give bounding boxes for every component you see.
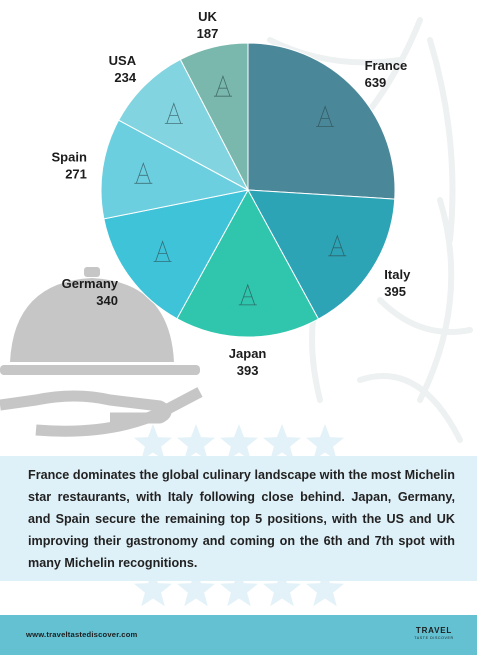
- star-icon: [306, 570, 344, 607]
- slice-label-usa: USA: [109, 53, 137, 68]
- slice-label-france: France: [365, 58, 408, 73]
- star-icon: [263, 424, 301, 461]
- leaning-tower-icon: [328, 234, 347, 257]
- sagrada-familia-icon: [134, 162, 153, 184]
- star-icon: [263, 570, 301, 607]
- star-icon: [220, 424, 258, 461]
- eiffel-tower-icon: [316, 105, 335, 127]
- pie-chart: France 639 Italy 395 Japan 393 Germany 340 Spain…: [51, 9, 411, 378]
- slice-value-italy: 395: [384, 284, 406, 299]
- pie-slice-france: [247, 42, 396, 200]
- pie-slice-japan: [176, 188, 320, 338]
- pie-slice-italy: [247, 189, 396, 320]
- website-link[interactable]: www.traveltastediscover.com: [26, 630, 138, 639]
- star-icon-row-top: [134, 424, 344, 461]
- slice-value-japan: 393: [237, 363, 259, 378]
- slice-value-france: 639: [365, 75, 387, 90]
- cloche-icon: [0, 267, 200, 375]
- logo-sub-text: TASTE DISCOVER: [414, 636, 454, 640]
- big-ben-icon: [213, 74, 232, 97]
- star-icon: [220, 570, 258, 607]
- star-icon-row-bottom: [134, 570, 344, 607]
- logo-main-text: TRAVEL: [415, 626, 453, 635]
- star-icon: [177, 424, 215, 461]
- pie-slice-spain: [100, 119, 250, 220]
- pagoda-icon: [238, 283, 257, 306]
- slice-label-italy: Italy: [384, 267, 411, 282]
- slice-value-spain: 271: [65, 167, 87, 182]
- slice-label-japan: Japan: [229, 346, 267, 361]
- brandenburg-gate-icon: [153, 240, 172, 262]
- slice-label-germany: Germany: [62, 276, 119, 291]
- serving-hand-icon: [0, 387, 203, 437]
- star-icon: [177, 570, 215, 607]
- caption-text: France dominates the global culinary lan…: [28, 468, 455, 570]
- star-icon: [134, 570, 172, 607]
- slice-label-uk: UK: [198, 9, 217, 24]
- pie-slice-uk: [179, 42, 249, 191]
- star-icon: [306, 424, 344, 461]
- statue-of-liberty-icon: [164, 102, 183, 124]
- pie-slice-usa: [117, 58, 250, 192]
- brand-logo: TRAVEL TASTE DISCOVER: [412, 626, 456, 640]
- slice-value-uk: 187: [197, 26, 219, 41]
- footer: www.traveltastediscover.com TRAVEL TASTE…: [0, 615, 477, 655]
- slice-value-usa: 234: [114, 70, 136, 85]
- star-icon: [134, 424, 172, 461]
- pie-slice-germany: [103, 189, 249, 320]
- slice-label-spain: Spain: [51, 150, 86, 165]
- caption-band: France dominates the global culinary lan…: [0, 456, 477, 581]
- slice-value-germany: 340: [96, 293, 118, 308]
